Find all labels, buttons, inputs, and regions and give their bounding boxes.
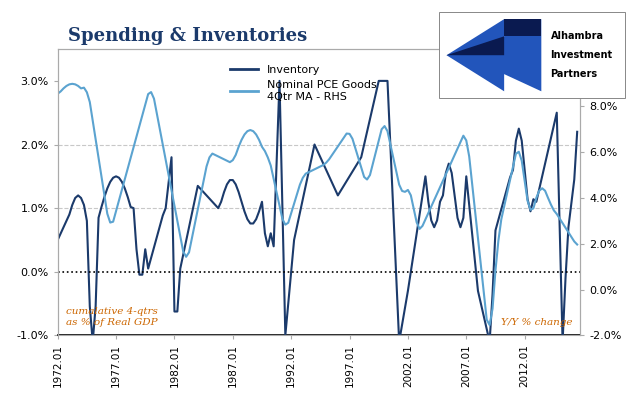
Text: cumalative 4-qtrs
as % of Real GDP: cumalative 4-qtrs as % of Real GDP xyxy=(65,308,158,327)
Text: Alhambra: Alhambra xyxy=(551,31,604,41)
FancyBboxPatch shape xyxy=(439,12,625,98)
Text: Spending & Inventories: Spending & Inventories xyxy=(68,27,308,45)
Legend: Inventory, Nominal PCE Goods
4Qtr MA - RHS: Inventory, Nominal PCE Goods 4Qtr MA - R… xyxy=(226,61,381,106)
Text: Partners: Partners xyxy=(551,69,598,79)
Text: Investment: Investment xyxy=(551,50,613,60)
Text: Y/Y % change: Y/Y % change xyxy=(501,318,572,327)
Polygon shape xyxy=(447,36,504,55)
Polygon shape xyxy=(504,19,542,36)
Polygon shape xyxy=(447,19,542,91)
